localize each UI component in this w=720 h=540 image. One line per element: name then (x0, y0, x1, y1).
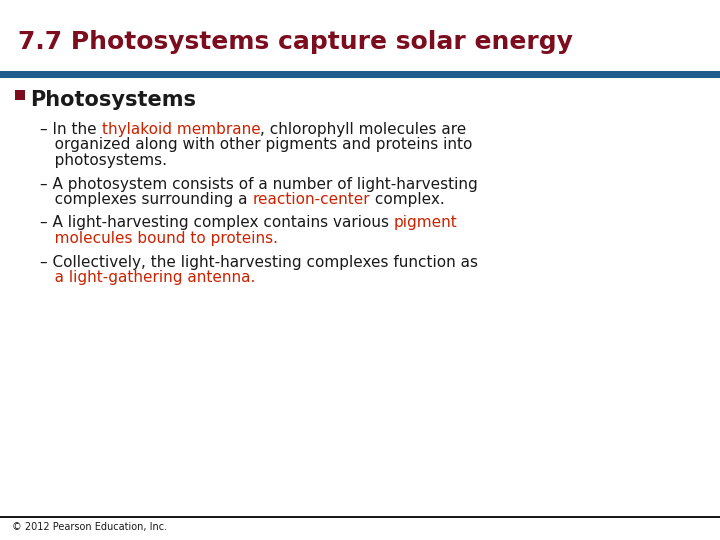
Text: Photosystems: Photosystems (30, 90, 196, 110)
Text: thylakoid membrane: thylakoid membrane (102, 122, 260, 137)
Text: a light-gathering antenna.: a light-gathering antenna. (40, 270, 256, 285)
Text: organized along with other pigments and proteins into: organized along with other pigments and … (40, 138, 472, 152)
Text: complex.: complex. (370, 192, 445, 207)
Text: molecules bound to proteins.: molecules bound to proteins. (40, 231, 278, 246)
Bar (15, 90, 25, 100)
Bar (0, 516, 720, 518)
Text: complexes surrounding a: complexes surrounding a (40, 192, 253, 207)
Text: , chlorophyll molecules are: , chlorophyll molecules are (260, 122, 467, 137)
Text: photosystems.: photosystems. (40, 153, 167, 168)
Text: – A light-harvesting complex contains various: – A light-harvesting complex contains va… (40, 215, 394, 231)
Text: – In the: – In the (40, 122, 102, 137)
Bar (0, 71, 720, 78)
Text: – Collectively, the light-harvesting complexes function as: – Collectively, the light-harvesting com… (40, 254, 478, 269)
Text: 7.7 Photosystems capture solar energy: 7.7 Photosystems capture solar energy (18, 30, 573, 54)
Text: © 2012 Pearson Education, Inc.: © 2012 Pearson Education, Inc. (12, 522, 167, 532)
Text: reaction-center: reaction-center (253, 192, 370, 207)
Text: pigment: pigment (394, 215, 458, 231)
Text: – A photosystem consists of a number of light-harvesting: – A photosystem consists of a number of … (40, 177, 478, 192)
